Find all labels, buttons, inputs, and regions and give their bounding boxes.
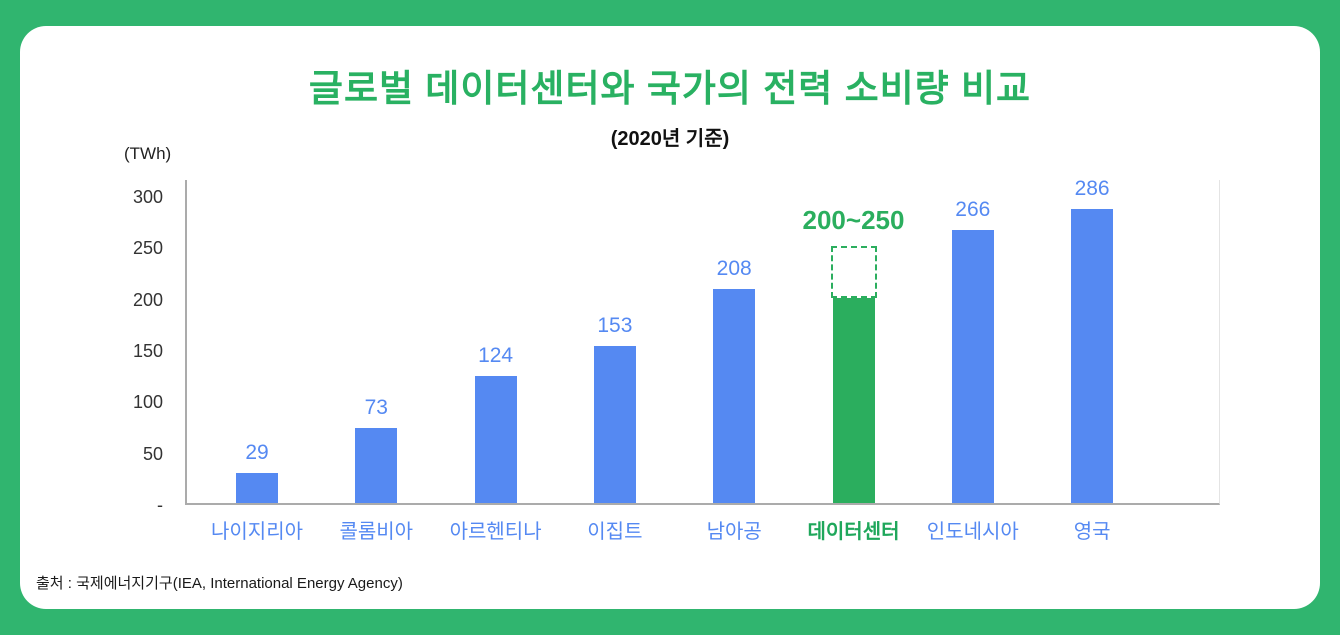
bar-group-datacenter: 200~250 데이터센터 [794,180,914,543]
bar [355,428,398,503]
category-label: 남아공 [706,521,762,543]
bar-group: 266 인도네시아 [913,180,1033,543]
bar-group: 153 이집트 [555,180,675,543]
y-tick-label: 150 [132,341,163,361]
bar-chart: 300 250 200 150 100 50 - 29 나이지리아 73 콜롬비아 124 아르헨티나… [133,177,1220,543]
y-tick-label: 100 [132,392,163,413]
plot-area: 29 나이지리아 73 콜롬비아 124 아르헨티나 153 이집트 208 남아공 200~250… [185,177,1220,543]
bar [236,473,278,503]
y-tick-label: 300 [132,187,163,207]
chart-subtitle: (2020년 기준) [610,128,730,150]
estimate-range-box [830,246,877,298]
bar-value-label: 153 [597,313,633,337]
bar [951,229,994,503]
bar-value-label: 29 [245,441,269,465]
bar-value-label: 208 [716,257,752,281]
bar-value-label: 73 [364,396,388,420]
y-axis-ticks: 300 250 200 150 100 50 - [115,180,173,515]
category-label-datacenter: 데이터센터 [807,521,900,543]
y-tick-label: 200 [132,289,163,310]
bar-value-label: 124 [478,343,514,367]
bar-group: 29 나이지리아 [197,180,317,543]
bar [1071,209,1114,503]
y-tick-label: - [157,495,163,515]
category-label: 이집트 [587,521,643,543]
y-tick-label: 50 [142,443,163,464]
bar-value-label: 286 [1074,177,1110,201]
bar-group: 73 콜롬비아 [316,180,436,543]
bar-value-label: 200~250 [802,205,905,236]
chart-title: 글로벌 데이터센터와 국가의 전력 소비량 비교 [308,68,1032,109]
bar [474,375,517,503]
category-label: 콜롬비아 [339,521,414,543]
category-label: 영국 [1073,521,1111,543]
bar [713,289,756,503]
y-tick-label: 250 [132,238,163,259]
category-label: 나이지리아 [211,521,303,543]
bar [593,345,636,503]
category-label: 인도네시아 [926,521,1019,543]
bar-datacenter [832,297,875,503]
chart-card: 글로벌 데이터센터와 국가의 전력 소비량 비교 (2020년 기준) (TWh… [20,26,1320,609]
y-axis-unit-label: (TWh) [124,144,172,163]
bar-value-label: 266 [955,197,991,221]
source-note: 출처 : 국제에너지기구(IEA, International Energy A… [36,575,403,592]
category-label: 아르헨티나 [449,521,542,543]
bar-group: 124 아르헨티나 [436,180,556,543]
bar-group: 286 영국 [1032,177,1152,543]
bar-group: 208 남아공 [674,180,794,543]
